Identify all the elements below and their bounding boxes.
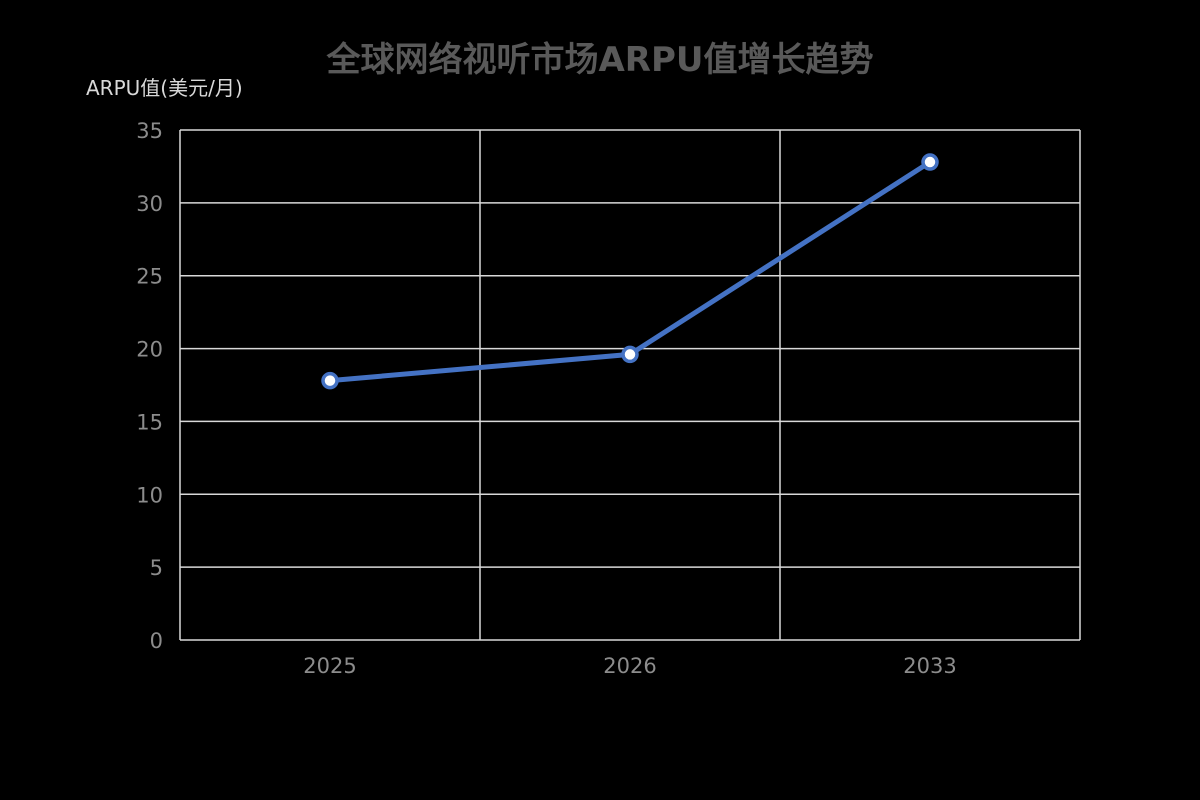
y-tick-label: 5: [150, 556, 163, 580]
y-axis-ticks: 0 5 10 15 20 25 30 35: [136, 119, 163, 653]
y-tick-label: 20: [136, 338, 163, 362]
data-point-marker: [921, 153, 939, 171]
x-axis-ticks: 2025 2026 2033: [303, 654, 956, 678]
x-tick-label: 2026: [603, 654, 656, 678]
y-tick-label: 30: [136, 192, 163, 216]
y-tick-label: 25: [136, 265, 163, 289]
y-tick-label: 15: [136, 410, 163, 434]
gridlines: [179, 129, 1081, 641]
y-tick-label: 0: [150, 629, 163, 653]
y-tick-label: 35: [136, 119, 163, 143]
y-axis-title: ARPU值(美元/月): [86, 76, 243, 100]
x-tick-label: 2033: [903, 654, 956, 678]
chart-title: 全球网络视听市场ARPU值增长趋势: [326, 40, 874, 80]
data-point-marker: [321, 371, 339, 390]
y-tick-label: 10: [136, 483, 163, 507]
data-point-marker: [621, 345, 639, 364]
x-tick-label: 2025: [303, 654, 356, 678]
data-series: [321, 153, 939, 390]
